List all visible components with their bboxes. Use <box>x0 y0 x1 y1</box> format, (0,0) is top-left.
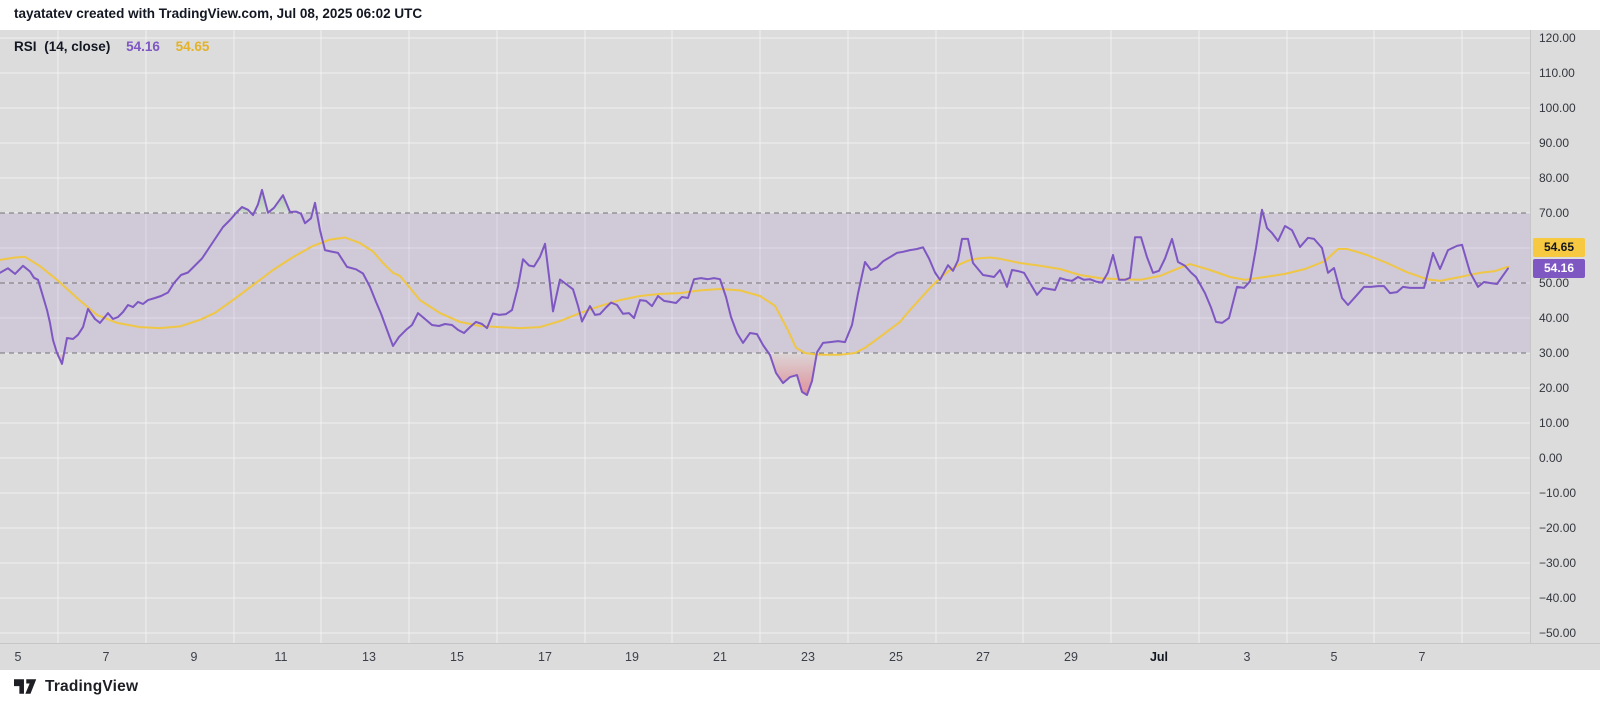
x-axis-label: 7 <box>102 650 110 664</box>
y-axis-label: −10.00 <box>1539 486 1577 500</box>
ma-price-tag: 54.65 <box>1533 237 1585 257</box>
indicator-name: RSI <box>14 39 37 54</box>
y-axis-label: 70.00 <box>1539 206 1570 220</box>
y-axis-label: 20.00 <box>1539 381 1570 395</box>
y-axis-label: 90.00 <box>1539 136 1570 150</box>
tradingview-link[interactable]: TradingView <box>14 677 138 696</box>
x-axis-label: 7 <box>1418 650 1426 664</box>
x-axis-label: 5 <box>1330 650 1338 664</box>
y-axis-label: −50.00 <box>1539 626 1577 640</box>
x-axis-label: 15 <box>450 650 464 664</box>
chart-container: RSI (14, close) 54.16 54.65 120.00 110.00… <box>0 30 1600 670</box>
y-axis-label: 10.00 <box>1539 416 1570 430</box>
x-axis-label: 25 <box>889 650 903 664</box>
x-axis-label: 17 <box>538 650 552 664</box>
rsi-line <box>0 188 1509 396</box>
y-axis-label: −20.00 <box>1539 521 1577 535</box>
x-axis-label: 29 <box>1064 650 1078 664</box>
indicator-params: (14, close) <box>44 39 111 54</box>
footer: TradingView <box>0 670 1600 718</box>
rsi-value: 54.16 <box>126 39 160 54</box>
x-axis-label: 21 <box>713 650 727 664</box>
y-axis-label: 110.00 <box>1539 66 1575 80</box>
price-axis[interactable]: 120.00110.00100.0090.0080.0070.0060.0050… <box>1530 30 1600 643</box>
x-axis-label: 5 <box>14 650 22 664</box>
y-axis-label: 120.00 <box>1539 31 1576 45</box>
y-axis-label: 40.00 <box>1539 311 1570 325</box>
y-axis-label: 50.00 <box>1539 276 1570 290</box>
y-axis-label: 100.00 <box>1539 101 1576 115</box>
tradingview-logo-icon <box>14 679 37 694</box>
indicator-legend[interactable]: RSI (14, close) 54.16 54.65 <box>14 39 209 54</box>
y-axis-label: −40.00 <box>1539 591 1577 605</box>
x-axis-label: 3 <box>1243 650 1251 664</box>
y-axis-label: 80.00 <box>1539 171 1570 185</box>
y-axis-label: −30.00 <box>1539 556 1577 570</box>
overbought-fill <box>236 207 251 213</box>
ma-value: 54.65 <box>175 39 210 54</box>
x-axis-label: 13 <box>362 650 376 664</box>
x-axis-label: 23 <box>801 650 815 664</box>
x-axis-label: 19 <box>625 650 639 664</box>
page-title: tayatatev created with TradingView.com, … <box>14 6 423 21</box>
y-axis-label: 30.00 <box>1539 346 1570 360</box>
x-axis-label: 11 <box>274 650 288 664</box>
x-axis-label: 27 <box>976 650 990 664</box>
time-axis[interactable]: 5 7 9 11 13 15 17 19 21 23 25 27 29 Jul 3 5 7 <box>0 643 1600 670</box>
tradingview-wordmark: TradingView <box>45 677 139 695</box>
y-axis-label: 0.00 <box>1539 451 1563 465</box>
title-bar: tayatatev created with TradingView.com, … <box>0 0 1600 30</box>
x-axis-label: 9 <box>190 650 198 664</box>
rsi-price-tag: 54.16 <box>1533 258 1585 278</box>
x-axis-label: Jul <box>1149 650 1169 664</box>
ma-line <box>0 236 1509 356</box>
rsi-chart-canvas[interactable] <box>0 30 1530 643</box>
oversold-fill <box>768 353 817 395</box>
